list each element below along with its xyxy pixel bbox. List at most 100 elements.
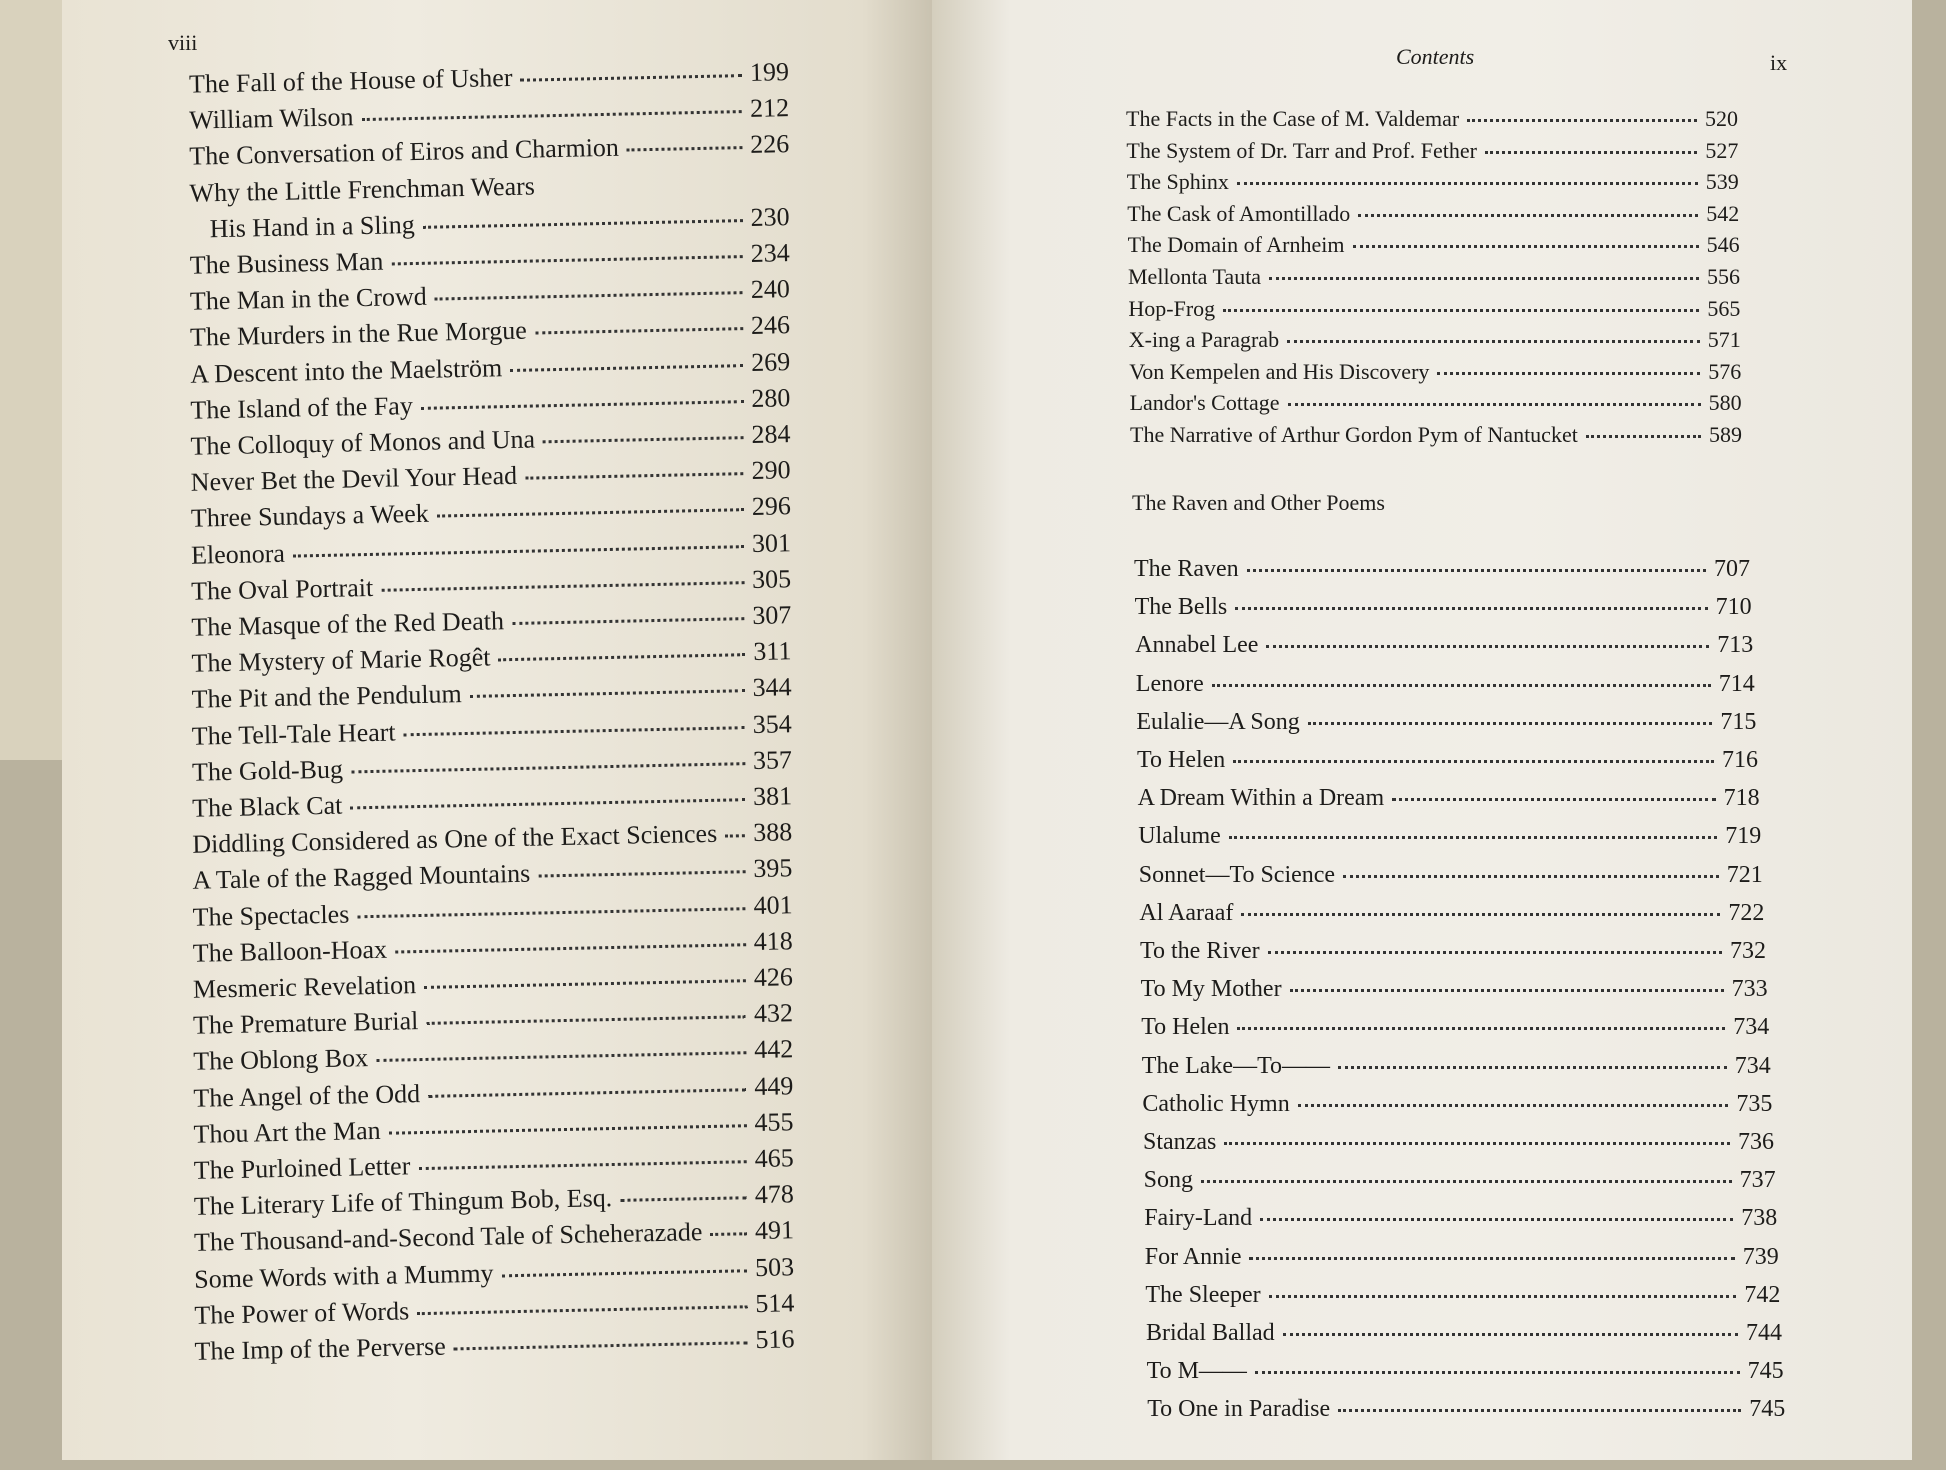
entry-title: The Colloquy of Monos and Una bbox=[190, 424, 536, 461]
page-ref: 269 bbox=[750, 346, 791, 377]
entry-title: The Sphinx bbox=[1126, 169, 1229, 195]
entry-title: The Masque of the Red Death bbox=[191, 606, 505, 642]
page-ref: 449 bbox=[754, 1070, 794, 1101]
toc-entry: The Pit and the Pendulum 344 bbox=[191, 673, 791, 716]
entry-title: Annabel Lee bbox=[1135, 632, 1259, 659]
toc-entry: The System of Dr. Tarr and Prof. Fether 5… bbox=[1126, 138, 1738, 164]
dot-leader bbox=[1484, 150, 1698, 154]
entry-title: The Narrative of Arthur Gordon Pym of Na… bbox=[1130, 422, 1578, 447]
entry-title: The Raven bbox=[1134, 556, 1239, 582]
page-ref: 442 bbox=[753, 1034, 794, 1065]
dot-leader bbox=[424, 979, 746, 989]
page-ref: 576 bbox=[1708, 358, 1742, 384]
toc-entry: The Sphinx 539 bbox=[1127, 169, 1739, 195]
entry-title: Hop-Frog bbox=[1128, 295, 1216, 321]
toc-entry: A Tale of the Ragged Mountains 395 bbox=[192, 854, 792, 897]
dot-leader bbox=[1467, 119, 1697, 122]
dot-leader bbox=[420, 399, 744, 410]
dot-leader bbox=[1392, 798, 1716, 802]
page-ref: 722 bbox=[1728, 899, 1765, 926]
page-ref: 718 bbox=[1723, 785, 1760, 812]
page-ref: 301 bbox=[751, 527, 792, 558]
entry-title: The Tell-Tale Heart bbox=[191, 717, 396, 751]
toc-entry: To M—— 745 bbox=[1147, 1358, 1784, 1385]
dot-leader bbox=[376, 1051, 747, 1063]
toc-entry: The Business Man 234 bbox=[190, 238, 790, 281]
dot-leader bbox=[428, 1087, 747, 1098]
page-ref: 520 bbox=[1705, 106, 1738, 131]
entry-title: To Helen bbox=[1141, 1014, 1230, 1041]
page-ref: 732 bbox=[1730, 938, 1766, 964]
page-ref: 290 bbox=[751, 455, 791, 486]
page-ref: 571 bbox=[1707, 327, 1741, 353]
dot-leader bbox=[357, 906, 746, 918]
entry-title: The Literary Life of Thingum Bob, Esq. bbox=[193, 1183, 613, 1222]
page-ref: 246 bbox=[750, 310, 791, 341]
toc-entry: Sonnet—To Science 721 bbox=[1139, 862, 1763, 889]
entry-title: To Helen bbox=[1137, 747, 1226, 773]
entry-title: The Lake—To—— bbox=[1141, 1052, 1331, 1079]
toc-entry: Song 737 bbox=[1144, 1167, 1776, 1194]
toc-entry: To One in Paradise 745 bbox=[1147, 1396, 1785, 1423]
toc-entry: The Colloquy of Monos and Una 284 bbox=[190, 419, 790, 462]
toc-entry: The Conversation of Eiros and Charmion 22… bbox=[189, 130, 789, 173]
toc-entry: To the River 732 bbox=[1140, 938, 1766, 965]
dot-leader bbox=[725, 834, 746, 838]
entry-title: The Oval Portrait bbox=[190, 572, 374, 606]
entry-title: The Facts in the Case of M. Valdemar bbox=[1126, 106, 1460, 131]
dot-leader bbox=[1289, 989, 1724, 993]
dot-leader bbox=[1307, 721, 1713, 725]
dot-leader bbox=[1358, 213, 1699, 217]
page-ref: 734 bbox=[1733, 1014, 1770, 1041]
page-ref: 230 bbox=[750, 201, 790, 232]
entry-title: A Dream Within a Dream bbox=[1137, 785, 1385, 812]
entry-title: Why the Little Frenchman Wears bbox=[189, 171, 536, 208]
page-ref: 539 bbox=[1705, 169, 1739, 195]
page-ref: 305 bbox=[751, 563, 792, 594]
page-ref: 710 bbox=[1715, 594, 1752, 621]
entry-title: Thou Art the Man bbox=[193, 1115, 381, 1149]
toc-entry: X-ing a Paragrab 571 bbox=[1129, 327, 1741, 353]
page-ref: 381 bbox=[752, 781, 793, 812]
dot-leader bbox=[511, 617, 745, 626]
dot-leader bbox=[538, 870, 746, 878]
toc-entry: The Purloined Letter 465 bbox=[193, 1143, 793, 1186]
page-ref: 707 bbox=[1714, 556, 1750, 582]
toc-entry: Von Kempelen and His Discovery 576 bbox=[1129, 359, 1741, 385]
page-ref: 311 bbox=[753, 636, 792, 667]
page-ref: 491 bbox=[754, 1215, 795, 1246]
entry-title: To My Mother bbox=[1140, 976, 1282, 1003]
toc-entry: Mesmeric Revelation 426 bbox=[193, 962, 793, 1005]
dot-leader bbox=[534, 327, 744, 335]
toc-entry: The Balloon-Hoax 418 bbox=[193, 926, 793, 969]
page-ref: 344 bbox=[752, 672, 792, 703]
page-ref: 556 bbox=[1707, 264, 1740, 289]
dot-leader bbox=[422, 218, 743, 229]
dot-leader bbox=[292, 544, 745, 558]
dot-leader bbox=[1268, 1294, 1737, 1298]
toc-entry: Some Words with a Mummy 503 bbox=[194, 1252, 794, 1295]
entry-title: The Gold-Bug bbox=[191, 754, 344, 787]
running-header: Contents bbox=[1396, 44, 1475, 69]
entry-title: Song bbox=[1143, 1167, 1193, 1194]
page-ref: 388 bbox=[752, 817, 793, 848]
page-ref: 432 bbox=[753, 998, 794, 1029]
dot-leader bbox=[1241, 912, 1721, 916]
entry-title: Never Bet the Devil Your Head bbox=[190, 461, 518, 497]
page-ref: 284 bbox=[751, 419, 791, 449]
dot-leader bbox=[1266, 645, 1710, 649]
toc-entry: The Tell-Tale Heart 354 bbox=[192, 709, 792, 752]
dot-leader bbox=[391, 255, 743, 266]
dot-leader bbox=[1269, 277, 1699, 280]
dot-leader bbox=[510, 363, 744, 372]
toc-entry: Diddling Considered as One of the Exact … bbox=[192, 817, 792, 860]
page-ref: 713 bbox=[1717, 632, 1754, 659]
page-ref: 226 bbox=[749, 129, 790, 160]
page-ref: 296 bbox=[751, 491, 792, 522]
toc-entry: The Angel of the Odd 449 bbox=[193, 1071, 793, 1114]
toc-entry: The Imp of the Perverse 516 bbox=[194, 1324, 794, 1367]
toc-entry: The Domain of Arnheim 546 bbox=[1128, 232, 1740, 258]
toc-entry: The Thousand-and-Second Tale of Schehera… bbox=[194, 1216, 794, 1259]
dot-leader bbox=[1235, 607, 1708, 611]
right-page: Contents ix The Raven and Other Poems Th… bbox=[932, 0, 1912, 1460]
